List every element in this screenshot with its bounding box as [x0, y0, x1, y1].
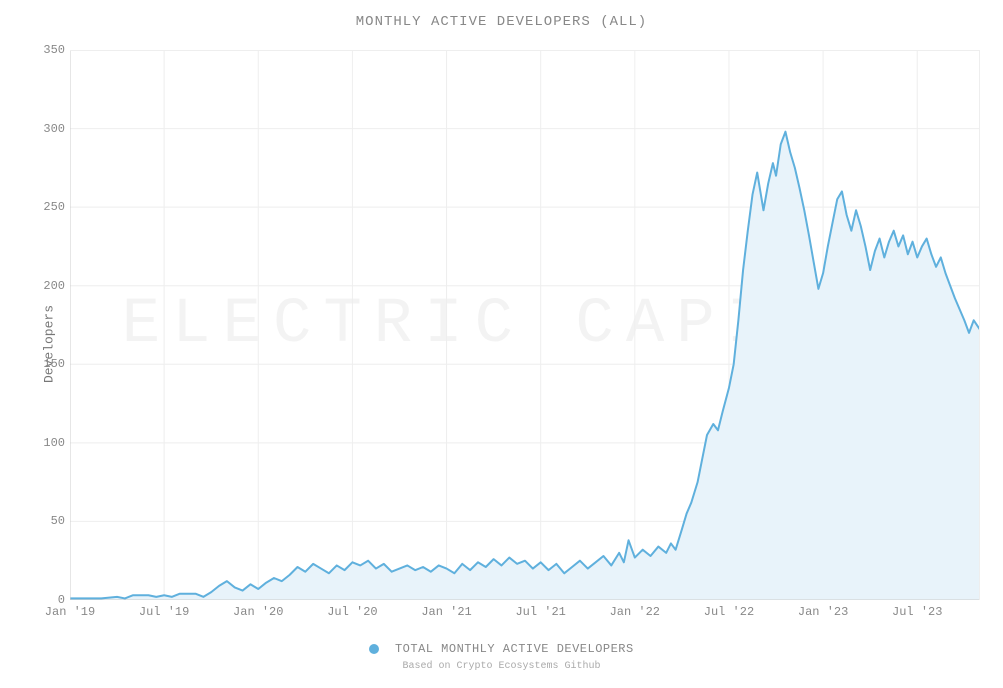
x-tick-label: Jan '21: [421, 605, 471, 619]
x-tick-label: Jul '19: [139, 605, 189, 619]
legend-marker-icon: [369, 644, 379, 654]
x-tick-label: Jul '22: [704, 605, 754, 619]
legend: TOTAL MONTHLY ACTIVE DEVELOPERS: [10, 642, 993, 656]
x-tick-label: Jan '23: [798, 605, 848, 619]
chart-svg: [70, 50, 980, 600]
x-tick-label: Jul '23: [892, 605, 942, 619]
y-tick-label: 150: [25, 357, 65, 371]
y-tick-label: 50: [25, 514, 65, 528]
chart-container: MONTHLY ACTIVE DEVELOPERS (ALL) Develope…: [10, 10, 993, 678]
y-tick-label: 100: [25, 436, 65, 450]
y-tick-label: 200: [25, 279, 65, 293]
y-axis-label: Developers: [42, 305, 57, 383]
x-tick-label: Jul '20: [327, 605, 377, 619]
y-tick-label: 350: [25, 43, 65, 57]
legend-label: TOTAL MONTHLY ACTIVE DEVELOPERS: [395, 642, 634, 656]
x-tick-label: Jan '19: [45, 605, 95, 619]
chart-footnote: Based on Crypto Ecosystems Github: [10, 661, 993, 672]
y-tick-label: 300: [25, 122, 65, 136]
plot-area: ELECTRIC CAPITAL: [70, 50, 980, 600]
x-tick-label: Jan '22: [610, 605, 660, 619]
x-tick-label: Jan '20: [233, 605, 283, 619]
y-tick-label: 250: [25, 200, 65, 214]
chart-title: MONTHLY ACTIVE DEVELOPERS (ALL): [10, 10, 993, 30]
x-tick-label: Jul '21: [515, 605, 565, 619]
